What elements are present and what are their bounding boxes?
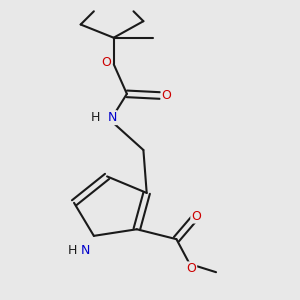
- Text: O: O: [162, 89, 171, 102]
- Text: O: O: [101, 56, 111, 69]
- Text: N: N: [107, 111, 117, 124]
- Text: O: O: [186, 262, 196, 275]
- Text: N: N: [81, 244, 90, 257]
- Text: O: O: [191, 209, 201, 223]
- Text: H: H: [91, 111, 100, 124]
- Text: H: H: [68, 244, 77, 257]
